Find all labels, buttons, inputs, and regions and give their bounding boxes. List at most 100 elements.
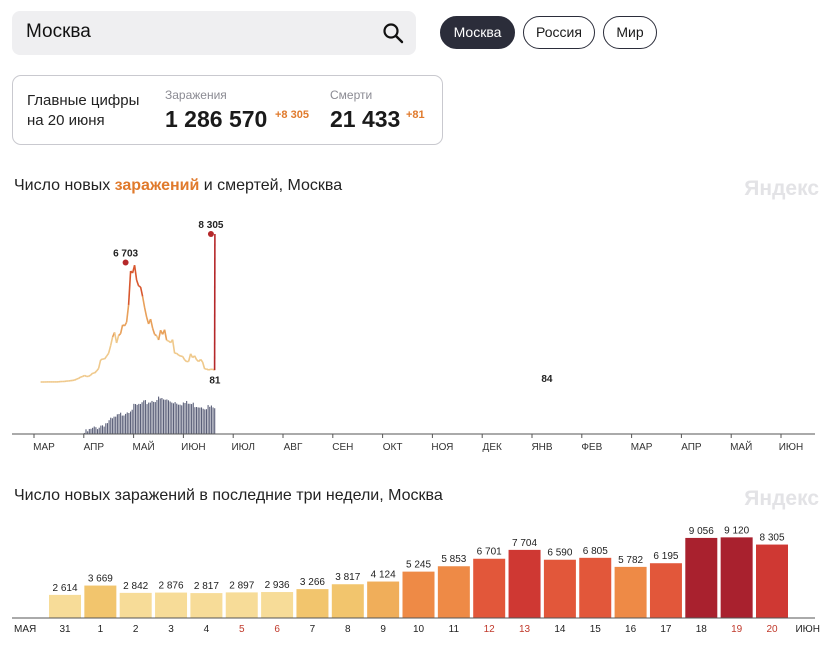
peak-dot <box>207 231 214 237</box>
cases-line-segment <box>74 378 77 381</box>
cases-line-segment <box>88 374 91 378</box>
deaths-bar <box>97 429 99 434</box>
deaths-bar <box>85 429 87 434</box>
day-label: 3 <box>168 624 174 635</box>
peak-label: 6 703 <box>113 249 138 260</box>
cases-line-segment <box>97 359 102 369</box>
deaths-bar <box>187 403 189 434</box>
tab-russia[interactable]: Россия <box>523 16 595 49</box>
deaths-bar <box>181 405 183 434</box>
cases-line-segment <box>118 333 122 337</box>
cases-line-segment <box>176 352 180 356</box>
day-label: 16 <box>625 624 637 635</box>
deaths-bar <box>98 427 100 434</box>
x-axis-tick-label: ДЕК <box>483 442 502 453</box>
deaths-bar <box>103 426 105 434</box>
deaths-bar <box>134 404 137 434</box>
x-axis-tick-label: МАЙ <box>730 440 752 453</box>
deaths-bar <box>131 409 133 434</box>
day-label: 2 <box>133 624 139 635</box>
cases-line-segment <box>123 321 128 327</box>
daily-bar <box>155 592 188 618</box>
deaths-bar <box>143 400 145 434</box>
daily-bar <box>190 593 223 618</box>
deaths-bar <box>186 400 188 434</box>
deaths-bar <box>177 404 179 434</box>
deaths-bar <box>182 402 184 434</box>
cases-line-segment <box>184 359 188 363</box>
deaths-delta: +81 <box>406 109 425 121</box>
day-label: 8 <box>345 624 351 635</box>
tab-world[interactable]: Мир <box>603 16 657 49</box>
cases-line-segment <box>199 358 204 363</box>
chart2-title: Число новых заражений в последние три не… <box>14 487 443 504</box>
x-axis-tick-label: ИЮЛ <box>231 442 254 453</box>
day-label: 10 <box>413 624 425 635</box>
day-label: 7 <box>310 624 316 635</box>
bar-value-label: 6 805 <box>583 546 608 557</box>
x-axis-tick-label: ОКТ <box>383 442 403 453</box>
cases-value: 1 286 570 <box>165 106 268 132</box>
deaths-bar <box>169 401 171 434</box>
daily-bar <box>261 592 294 618</box>
bar-value-label: 2 614 <box>52 583 77 594</box>
deaths-bar <box>196 407 198 434</box>
x-axis-tick-label: ФЕВ <box>581 442 602 453</box>
cases-line-segment <box>157 330 162 341</box>
cases-line-segment <box>151 327 156 335</box>
daily-bar <box>720 537 753 618</box>
peak-label: 81 <box>209 376 221 387</box>
day-label: 1 <box>98 624 104 635</box>
bar-value-label: 2 897 <box>229 580 254 591</box>
search-icon[interactable] <box>382 22 404 44</box>
cases-line-segment <box>94 370 98 374</box>
deaths-bar <box>149 402 151 434</box>
daily-bar <box>402 571 435 618</box>
cases-line-segment <box>82 374 85 378</box>
bar-value-label: 9 056 <box>689 526 714 537</box>
deaths-bar <box>126 412 128 434</box>
day-label: 6 <box>274 624 280 635</box>
deaths-bar <box>204 409 206 434</box>
cases-line-segment <box>163 329 168 341</box>
deaths-bar <box>105 423 107 434</box>
day-label: 15 <box>590 624 602 635</box>
deaths-bar <box>113 416 115 434</box>
x-axis-tick-label: ИЮН <box>181 442 206 453</box>
bar-value-label: 6 701 <box>477 547 502 558</box>
day-label: 31 <box>59 624 71 635</box>
daily-bar <box>296 589 329 618</box>
tab-moscow[interactable]: Москва <box>440 16 515 49</box>
deaths-bar <box>210 405 212 434</box>
daily-bar <box>508 549 541 618</box>
deaths-bar <box>136 404 138 434</box>
daily-bar <box>49 594 81 618</box>
cases-line-segment <box>90 372 94 376</box>
x-axis-tick-label: ИЮН <box>779 442 804 453</box>
search-input[interactable]: Москва <box>26 21 91 42</box>
daily-bar <box>579 557 612 618</box>
daily-bar <box>685 537 718 618</box>
x-axis-tick-label: МАЙ <box>133 440 155 453</box>
cases-line-segment <box>103 355 108 360</box>
deaths-bar <box>202 408 204 434</box>
bar-value-label: 6 195 <box>653 551 678 562</box>
deaths-bar <box>212 407 214 434</box>
cases-line-segment <box>208 368 211 371</box>
cases-line-segment <box>80 375 83 378</box>
yandex-logo: Яндекс <box>744 177 819 200</box>
summary-title: Главные цифры на 20 июня <box>27 91 139 131</box>
deaths-bar <box>153 401 155 434</box>
x-axis-tick-label: НОЯ <box>431 442 453 453</box>
deaths-bar <box>205 409 207 434</box>
deaths-bar <box>179 404 181 434</box>
cases-line-segment <box>181 355 186 361</box>
daily-bar <box>614 566 647 618</box>
x-axis-tick-label: МАР <box>33 442 55 453</box>
search-box[interactable]: Москва <box>12 11 416 55</box>
bar-value-label: 3 669 <box>88 574 113 585</box>
day-label: 19 <box>731 624 743 635</box>
cases-line-segment <box>187 353 192 362</box>
peak-dot <box>122 259 129 266</box>
deaths-bar <box>93 426 95 434</box>
